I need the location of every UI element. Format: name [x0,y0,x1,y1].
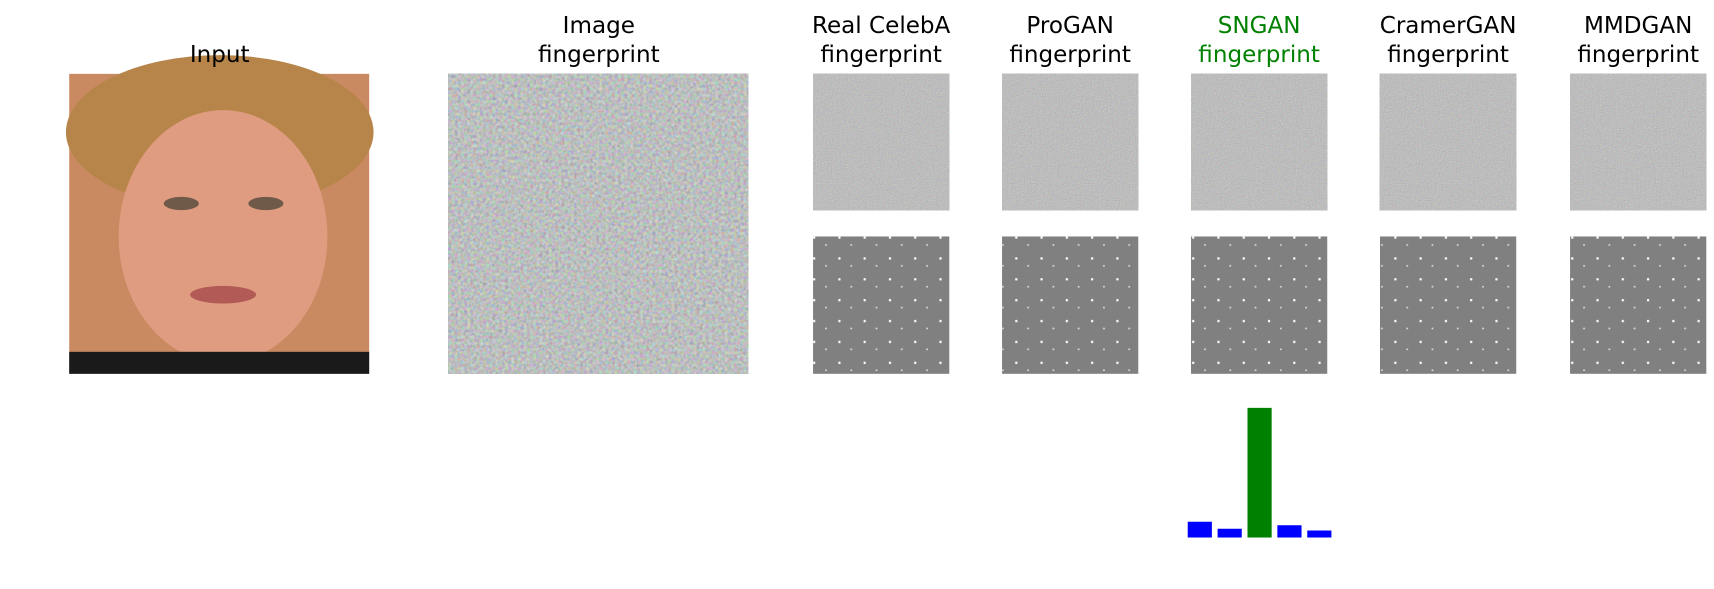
column-title: Image [563,13,635,39]
column-title: Input [190,42,250,68]
column-title: fingerprint [538,42,660,68]
column-title: fingerprint [820,42,942,68]
fingerprint-mask [813,236,950,374]
fingerprint-mask [1570,236,1707,374]
bar [1247,407,1272,538]
bar [1277,525,1302,538]
fingerprint [1379,73,1517,211]
bar [1187,521,1212,538]
column-title: ProGAN [1026,13,1114,39]
column-title: fingerprint [1387,42,1509,68]
fingerprint-mask [1191,236,1328,374]
column-title: SNGAN [1218,13,1301,39]
bar [1307,530,1332,538]
column-title: CramerGAN [1380,13,1517,39]
column-title: fingerprint [1198,42,1320,68]
bar [1217,528,1242,538]
column-title: MMDGAN [1584,13,1692,39]
image-fingerprint [448,73,749,374]
input-face [65,55,374,374]
fingerprint [1002,73,1139,211]
fingerprint-mask [1002,236,1139,374]
fingerprint [813,73,950,211]
fingerprint-mask [1379,236,1517,374]
column-title: fingerprint [1009,42,1131,68]
column-title: Real CelebA [812,13,951,39]
column-title: fingerprint [1577,42,1699,68]
fingerprint [1191,73,1328,211]
fingerprint [1570,73,1707,211]
